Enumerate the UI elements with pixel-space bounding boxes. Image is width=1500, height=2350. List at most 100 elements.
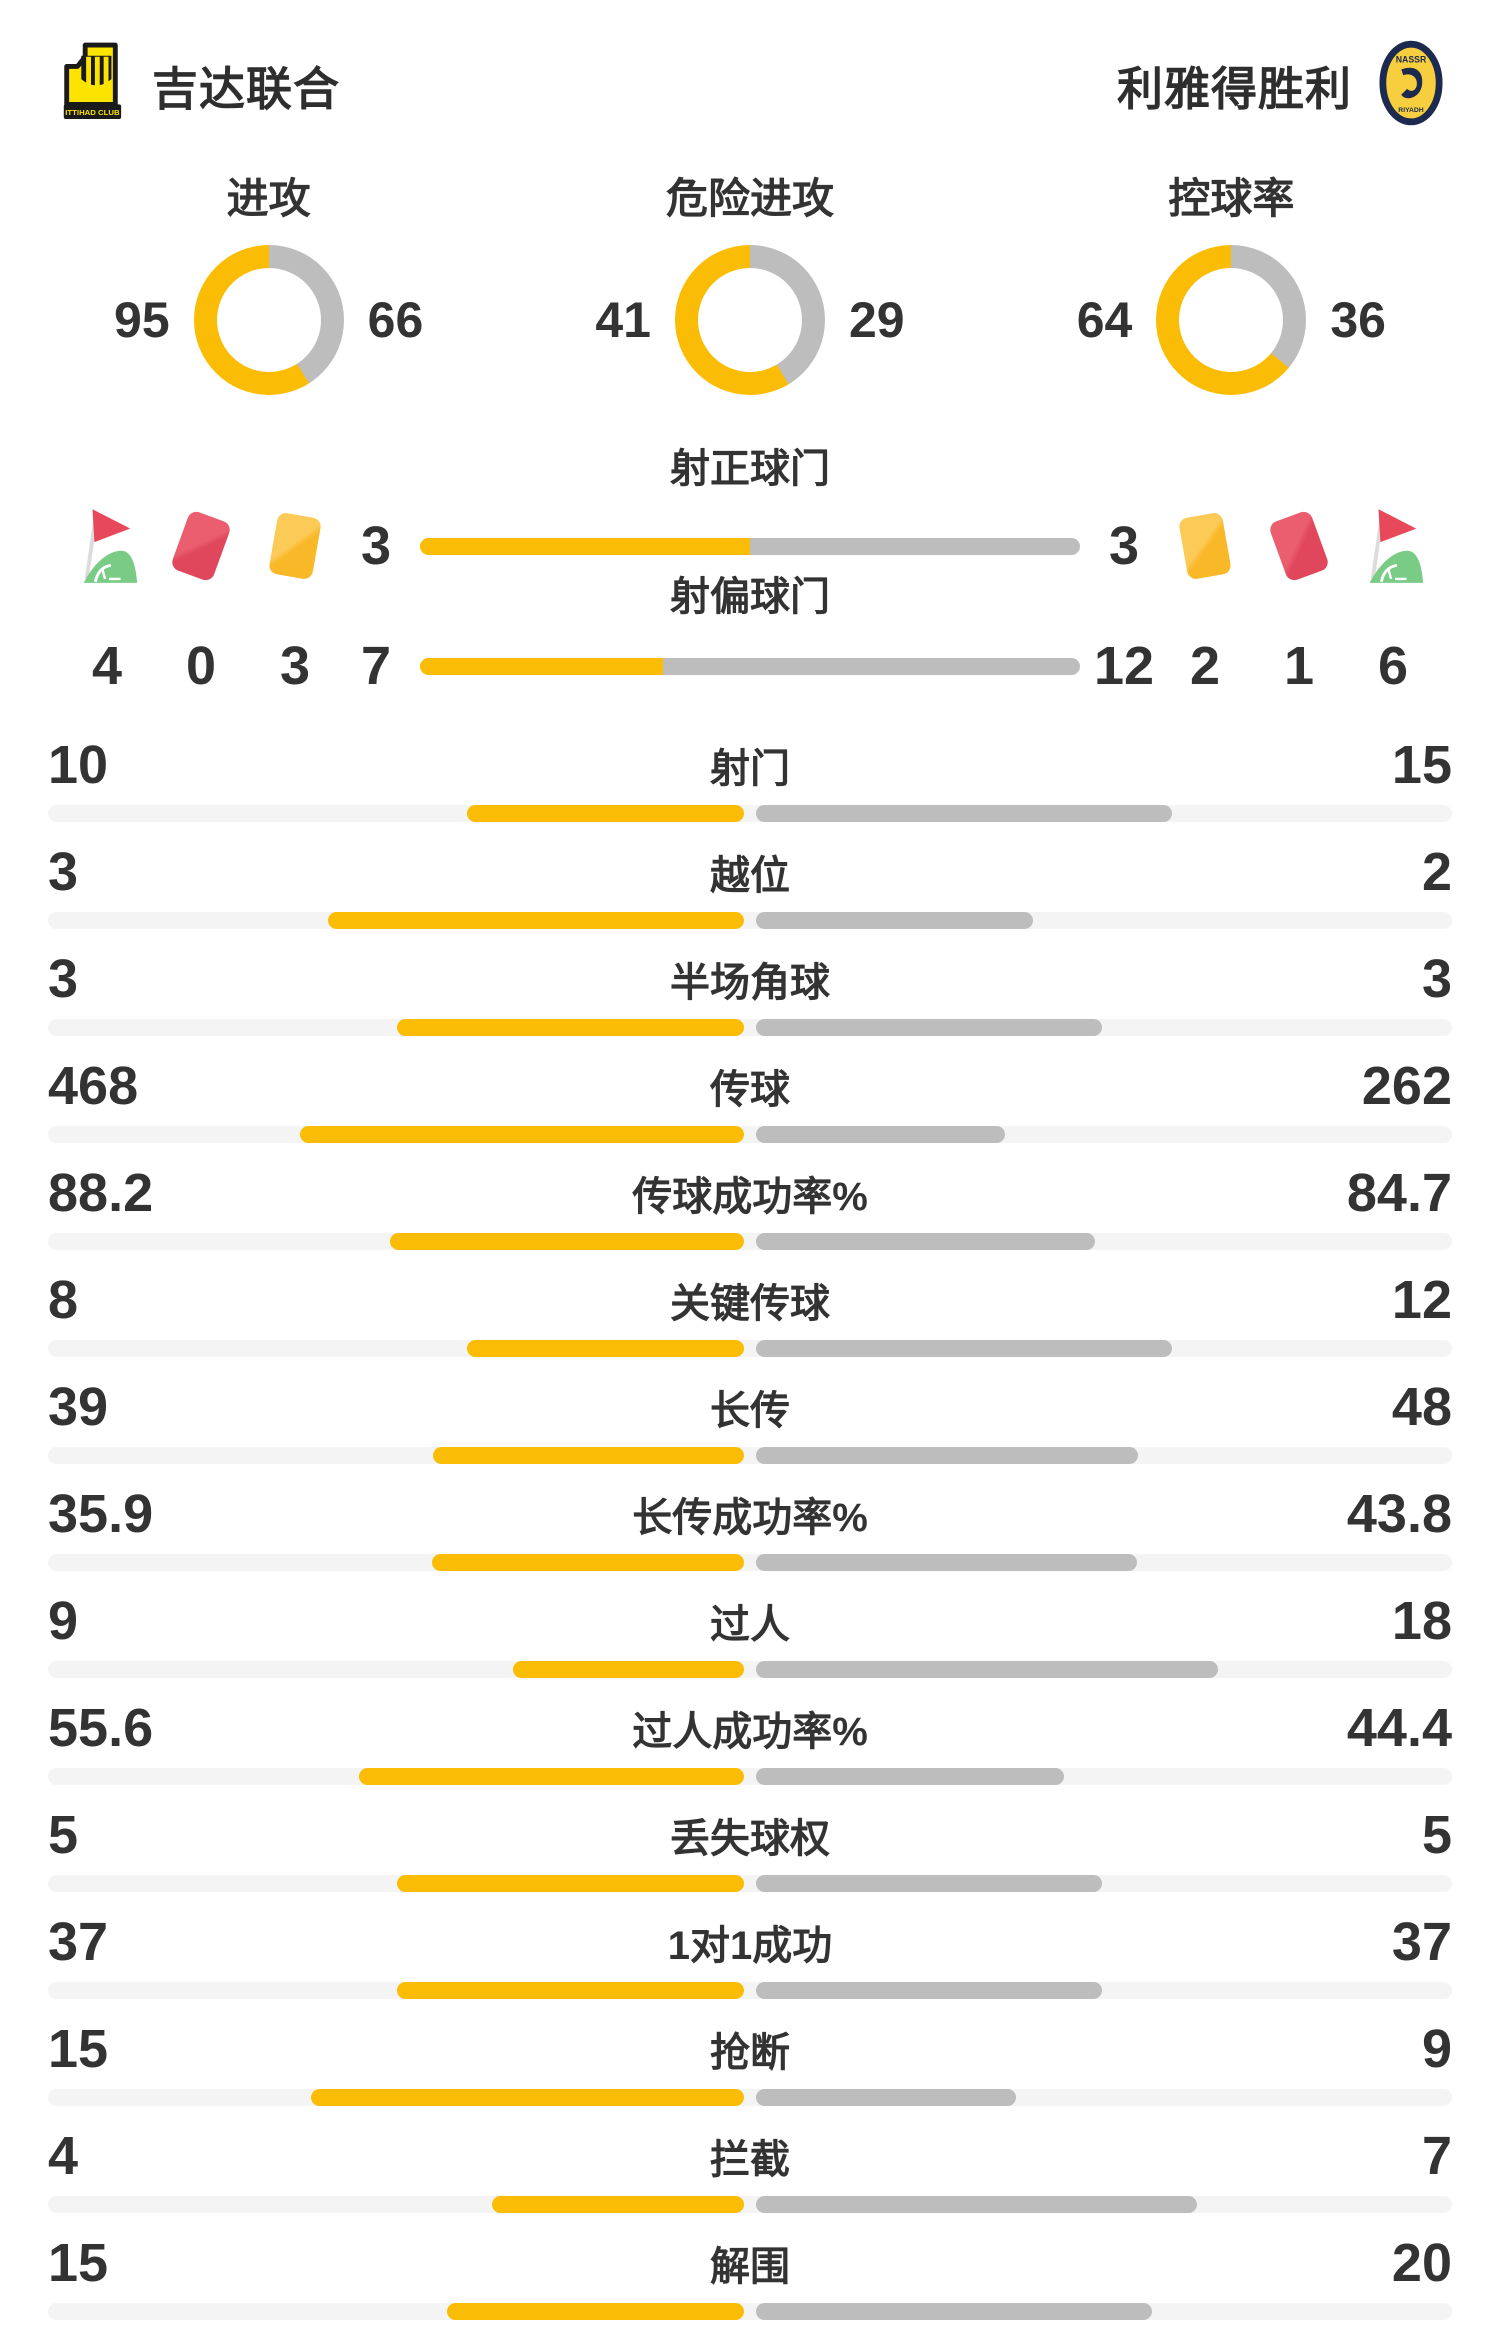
stat-row: 10 射门 15 bbox=[0, 733, 1500, 822]
away-team-name: 利雅得胜利 bbox=[1117, 62, 1352, 115]
stat-row: 15 解围 20 bbox=[0, 2231, 1500, 2320]
stat-bar bbox=[48, 1982, 1452, 1999]
donut-title: 危险进攻 bbox=[665, 175, 834, 222]
shots-off-target-title: 射偏球门 bbox=[670, 575, 830, 619]
donut-home-value: 41 bbox=[595, 292, 651, 348]
donut-title: 控球率 bbox=[1168, 175, 1295, 222]
shots-on-target-away: 3 bbox=[1108, 516, 1140, 576]
stat-row: 88.2 传球成功率% 84.7 bbox=[0, 1161, 1500, 1250]
stat-away-value: 12 bbox=[1391, 1270, 1452, 1330]
stat-row: 55.6 过人成功率% 44.4 bbox=[0, 1696, 1500, 1785]
stat-row: 3 越位 2 bbox=[0, 840, 1500, 929]
stat-home-value: 35.9 bbox=[48, 1484, 154, 1544]
stat-label: 传球 bbox=[710, 1068, 790, 1112]
shots-off-target-home: 7 bbox=[360, 636, 392, 696]
stat-label: 抢断 bbox=[710, 2031, 790, 2075]
stat-bar bbox=[48, 912, 1452, 929]
stat-away-value: 18 bbox=[1391, 1591, 1452, 1651]
stat-bar bbox=[48, 1126, 1452, 1143]
shots-on-target-title: 射正球门 bbox=[670, 447, 830, 491]
stat-bar bbox=[48, 2303, 1452, 2320]
stat-home-value: 9 bbox=[48, 1591, 79, 1651]
stat-bar bbox=[48, 1447, 1452, 1464]
home-discipline-icons bbox=[70, 507, 332, 585]
stat-row: 15 抢断 9 bbox=[0, 2017, 1500, 2106]
stat-home-value: 39 bbox=[48, 1377, 109, 1437]
home-team-name: 吉达联合 bbox=[152, 62, 340, 115]
donut-ring bbox=[674, 245, 825, 395]
stat-row: 5 丢失球权 5 bbox=[0, 1803, 1500, 1892]
shots-on-target-row: 3 3 bbox=[0, 507, 1500, 585]
away-team[interactable]: 利雅得胜利 NASSR RIYADH bbox=[1117, 40, 1444, 131]
stat-away-value: 43.8 bbox=[1346, 1484, 1452, 1544]
away-discipline-icons bbox=[1168, 507, 1430, 585]
home-team[interactable]: ITTIHAD CLUB 吉达联合 bbox=[56, 40, 340, 131]
yellow-card-icon bbox=[1168, 511, 1242, 581]
shots-on-target-bar bbox=[420, 537, 1080, 555]
stat-bar bbox=[48, 1554, 1452, 1571]
stat-row: 4 拦截 7 bbox=[0, 2124, 1500, 2213]
stat-bar bbox=[48, 1661, 1452, 1678]
away-red-cards-count: 1 bbox=[1283, 636, 1315, 696]
stat-row: 9 过人 18 bbox=[0, 1589, 1500, 1678]
stat-label: 过人 bbox=[710, 1603, 790, 1647]
stat-home-value: 15 bbox=[48, 2019, 109, 2079]
donut-ring bbox=[193, 245, 344, 395]
stat-label: 过人成功率% bbox=[632, 1710, 868, 1754]
donut-home-value: 95 bbox=[114, 292, 170, 348]
home-corners-count: 4 bbox=[91, 636, 123, 696]
stat-home-value: 8 bbox=[48, 1270, 79, 1330]
stat-home-value: 88.2 bbox=[48, 1163, 154, 1223]
stat-label: 半场角球 bbox=[670, 961, 830, 1005]
stat-row: 8 关键传球 12 bbox=[0, 1268, 1500, 1357]
stat-label: 1对1成功 bbox=[667, 1924, 833, 1968]
away-discipline-counts: 2 1 6 bbox=[1168, 635, 1430, 697]
home-yellow-cards-count: 3 bbox=[279, 636, 311, 696]
stat-label: 长传 bbox=[710, 1389, 790, 1433]
stat-home-value: 3 bbox=[48, 949, 79, 1009]
stat-home-value: 15 bbox=[48, 2233, 109, 2293]
donut-chart: 危险进攻 41 29 bbox=[509, 175, 990, 395]
stat-row: 35.9 长传成功率% 43.8 bbox=[0, 1482, 1500, 1571]
donut-away-value: 29 bbox=[848, 292, 905, 348]
stat-away-value: 84.7 bbox=[1346, 1163, 1452, 1223]
stat-away-value: 2 bbox=[1421, 842, 1452, 902]
stat-away-value: 3 bbox=[1421, 949, 1452, 1009]
donut-charts-section: 进攻 95 66 危险进攻 41 29 控球率 64 36 bbox=[0, 175, 1500, 395]
stat-away-value: 9 bbox=[1421, 2019, 1452, 2079]
yellow-card-icon bbox=[258, 511, 332, 581]
stat-away-value: 262 bbox=[1361, 1056, 1452, 1116]
stat-home-value: 3 bbox=[48, 842, 79, 902]
stat-bar bbox=[48, 1340, 1452, 1357]
home-discipline-counts: 4 0 3 bbox=[70, 635, 332, 697]
stat-row: 3 半场角球 3 bbox=[0, 947, 1500, 1036]
donut-away-value: 36 bbox=[1330, 292, 1386, 348]
stat-bar bbox=[48, 1768, 1452, 1785]
stats-list: 10 射门 15 3 越位 2 3 半场角球 3 468 传球 bbox=[0, 733, 1500, 2320]
match-header: ITTIHAD CLUB 吉达联合 利雅得胜利 NASSR RIYADH bbox=[0, 0, 1500, 131]
stat-label: 长传成功率% bbox=[632, 1496, 868, 1540]
stat-bar bbox=[48, 805, 1452, 822]
stat-away-value: 44.4 bbox=[1346, 1698, 1452, 1758]
stat-bar bbox=[48, 2089, 1452, 2106]
shots-off-target-bar bbox=[420, 657, 1080, 675]
donut-chart: 控球率 64 36 bbox=[991, 175, 1472, 395]
stat-home-value: 4 bbox=[48, 2126, 79, 2186]
svg-text:RIYADH: RIYADH bbox=[1398, 107, 1423, 114]
corner-flag-icon bbox=[1356, 507, 1430, 585]
stat-away-value: 15 bbox=[1391, 735, 1452, 795]
stat-away-value: 37 bbox=[1391, 1912, 1452, 1972]
stat-home-value: 5 bbox=[48, 1805, 79, 1865]
stat-label: 丢失球权 bbox=[670, 1817, 830, 1861]
donut-title: 进攻 bbox=[226, 175, 311, 222]
stat-label: 拦截 bbox=[710, 2138, 790, 2182]
stat-row: 39 长传 48 bbox=[0, 1375, 1500, 1464]
stat-label: 传球成功率% bbox=[632, 1175, 868, 1219]
stat-home-value: 468 bbox=[48, 1056, 139, 1116]
svg-text:ITTIHAD CLUB: ITTIHAD CLUB bbox=[65, 108, 120, 117]
donut-home-value: 64 bbox=[1076, 292, 1133, 348]
corner-flag-icon bbox=[70, 507, 144, 585]
stat-label: 关键传球 bbox=[670, 1282, 830, 1326]
stat-away-value: 5 bbox=[1421, 1805, 1452, 1865]
